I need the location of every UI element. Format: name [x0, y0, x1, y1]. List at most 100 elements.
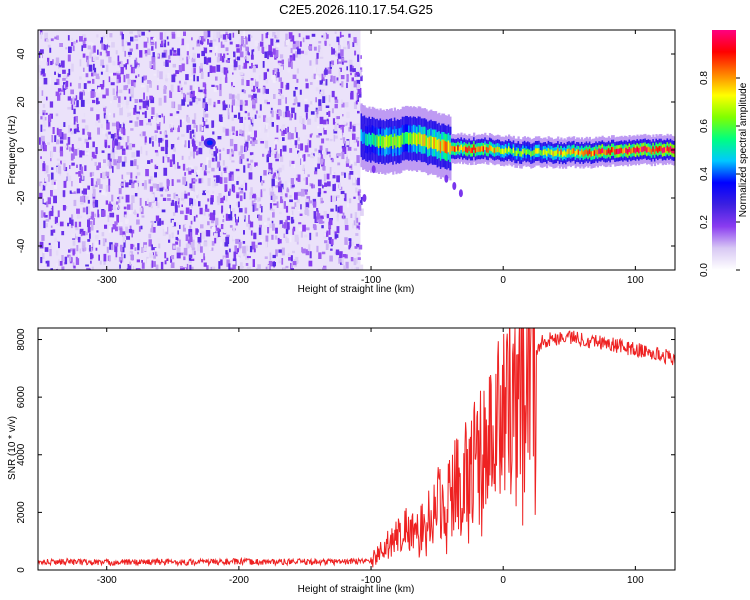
noise-cell	[112, 60, 116, 66]
ridge-cell	[409, 132, 412, 144]
noise-cell	[305, 249, 310, 256]
noise-cell	[328, 110, 331, 117]
noise-cell	[105, 133, 108, 137]
noise-cell	[49, 210, 54, 217]
noise-cell	[156, 237, 161, 243]
noise-cell	[231, 160, 235, 163]
noise-cell	[183, 256, 186, 261]
ridge-cell	[615, 148, 618, 155]
noise-cell	[294, 202, 297, 207]
noise-cell	[67, 54, 71, 62]
noise-cell	[211, 167, 215, 172]
ridge-cell	[547, 148, 550, 154]
noise-cell	[61, 89, 65, 92]
noise-cell	[319, 79, 323, 85]
noise-cell	[249, 192, 253, 200]
noise-cell	[342, 114, 344, 117]
noise-cell	[350, 83, 354, 91]
noise-cell	[134, 66, 137, 69]
noise-cell	[349, 165, 352, 169]
noise-cell	[359, 264, 364, 270]
ridge-cell	[573, 148, 576, 154]
noise-cell	[161, 220, 164, 225]
ridge-cell	[474, 147, 477, 154]
noise-cell	[139, 197, 142, 206]
noise-cell	[55, 113, 59, 117]
noise-cell	[140, 112, 145, 115]
noise-cell	[333, 172, 336, 175]
noise-cell	[349, 121, 352, 129]
ridge-cell	[492, 147, 495, 153]
noise-cell	[152, 227, 156, 233]
noise-cell	[253, 232, 257, 240]
noise-cell	[219, 89, 222, 97]
noise-cell	[86, 250, 91, 254]
noise-cell	[212, 191, 215, 194]
noise-cell	[112, 134, 115, 142]
noise-cell	[154, 250, 158, 257]
ridge-cell	[465, 146, 468, 153]
noise-cell	[274, 104, 278, 111]
noise-cell	[228, 260, 232, 265]
noise-cell	[317, 163, 320, 169]
noise-cell	[136, 219, 140, 225]
noise-cell	[118, 67, 120, 70]
noise-cell	[134, 35, 138, 38]
noise-cell	[57, 241, 60, 249]
noise-cell	[156, 122, 161, 130]
noise-cell	[154, 221, 157, 223]
noise-cell	[217, 100, 221, 104]
noise-cell	[73, 199, 77, 207]
noise-cell	[203, 47, 208, 54]
ridge-cell	[561, 151, 565, 157]
noise-cell	[195, 214, 198, 218]
noise-cell	[211, 241, 215, 246]
noise-cell	[357, 110, 360, 114]
noise-cell	[322, 184, 324, 189]
noise-cell	[287, 68, 291, 73]
noise-cell	[142, 131, 146, 136]
ridge-cell	[661, 147, 664, 154]
snr-line	[38, 328, 675, 568]
noise-cell	[262, 188, 266, 192]
noise-cell	[203, 171, 207, 176]
ridge-cell	[522, 149, 525, 155]
noise-cell	[99, 51, 102, 56]
noise-cell	[101, 161, 103, 166]
ridge-cell	[487, 147, 490, 153]
noise-cell	[52, 229, 56, 233]
noise-cell	[348, 33, 351, 38]
noise-cell	[188, 254, 193, 258]
noise-cell	[209, 212, 213, 221]
noise-cell	[192, 119, 196, 124]
noise-cell	[354, 161, 357, 166]
noise-cell	[289, 229, 291, 237]
noise-cell	[192, 96, 196, 103]
noise-cell	[321, 251, 326, 255]
noise-cell	[156, 251, 159, 255]
noise-cell	[79, 92, 83, 100]
plot2-frame	[37, 327, 676, 571]
noise-cell	[211, 157, 215, 162]
noise-cell	[353, 267, 356, 270]
noise-cell	[98, 240, 101, 245]
noise-cell	[71, 37, 73, 41]
ridge-cell	[455, 146, 458, 152]
noise-cell	[134, 161, 136, 166]
noise-cell	[289, 113, 292, 121]
noise-cell	[251, 95, 254, 101]
noise-cell	[360, 208, 364, 216]
noise-cell	[67, 137, 71, 145]
noise-cell	[209, 149, 213, 154]
ridge-cell	[493, 147, 496, 154]
noise-cell	[164, 260, 167, 265]
noise-cell	[280, 95, 285, 99]
noise-cell	[257, 197, 260, 203]
noise-cell	[167, 73, 170, 79]
noise-cell	[302, 170, 305, 178]
noise-cell	[340, 126, 343, 130]
noise-cell	[116, 74, 120, 80]
noise-cell	[227, 112, 230, 120]
noise-cell	[230, 267, 234, 270]
ridge-cell	[622, 148, 625, 155]
